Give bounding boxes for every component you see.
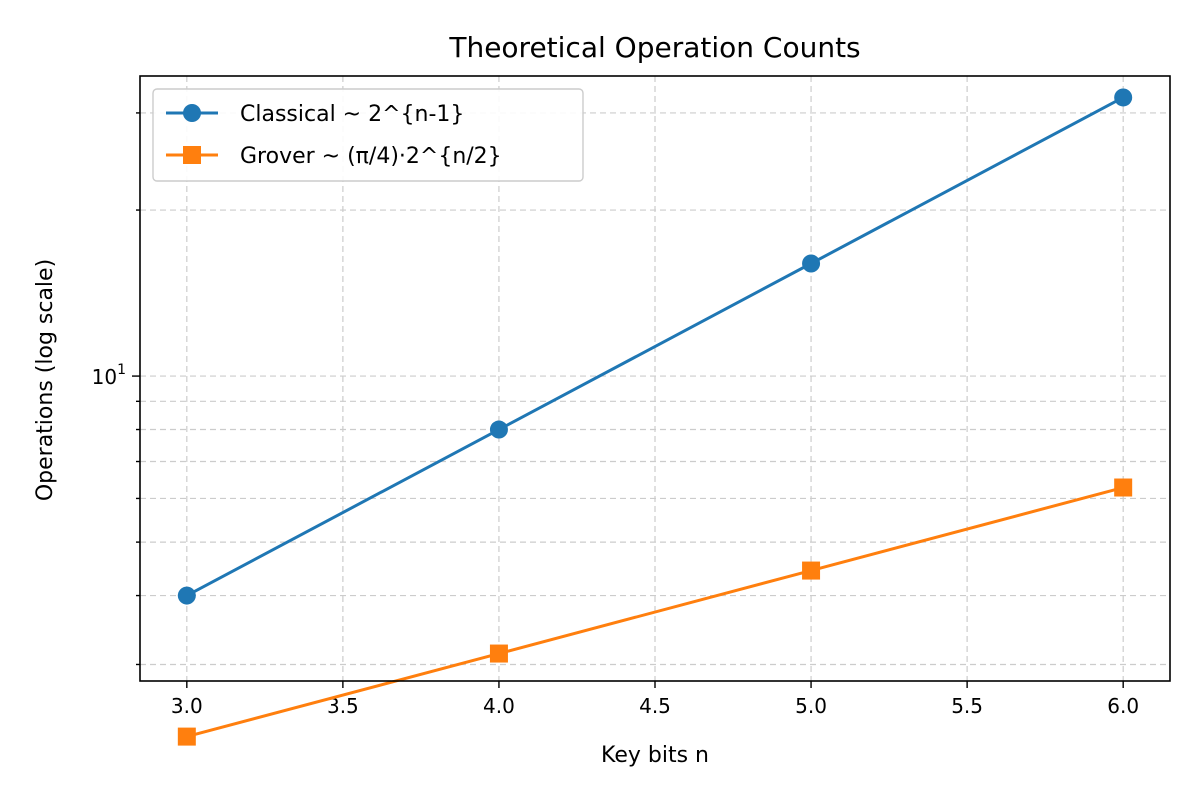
legend-label-1: Grover ~ (π/4)·2^{n/2} xyxy=(240,144,502,169)
x-tick-label: 4.0 xyxy=(483,694,515,718)
x-tick-label: 3.0 xyxy=(171,694,203,718)
data-point-0 xyxy=(802,254,821,273)
data-point-1 xyxy=(177,727,196,746)
chart-title: Theoretical Operation Counts xyxy=(448,31,860,64)
data-point-1 xyxy=(489,644,508,663)
series-layer xyxy=(177,88,1133,746)
series-line-0 xyxy=(186,96,1124,597)
legend-label-0: Classical ~ 2^{n-1} xyxy=(240,102,464,127)
y-axis-label: Operations (log scale) xyxy=(33,259,58,501)
x-axis-label: Key bits n xyxy=(601,743,709,768)
data-point-0 xyxy=(177,586,196,605)
x-tick-label: 5.0 xyxy=(795,694,827,718)
x-tick-label: 5.5 xyxy=(951,694,983,718)
x-tick-label: 6.0 xyxy=(1107,694,1139,718)
legend: Classical ~ 2^{n-1} Grover ~ (π/4)·2^{n/2… xyxy=(152,88,584,182)
legend-marker-1 xyxy=(183,146,201,164)
data-point-0 xyxy=(1114,88,1133,107)
series-line-1 xyxy=(186,486,1124,739)
data-point-0 xyxy=(489,420,508,439)
legend-marker-0 xyxy=(183,104,201,122)
legend-box xyxy=(152,88,584,182)
data-point-1 xyxy=(802,561,821,580)
x-tick-label: 4.5 xyxy=(639,694,671,718)
data-point-1 xyxy=(1114,478,1133,497)
plot-frame xyxy=(139,75,1171,682)
y-tick-label: 101 xyxy=(92,362,126,389)
